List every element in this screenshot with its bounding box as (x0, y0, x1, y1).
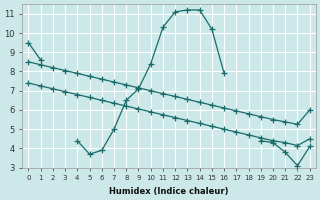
X-axis label: Humidex (Indice chaleur): Humidex (Indice chaleur) (109, 187, 229, 196)
